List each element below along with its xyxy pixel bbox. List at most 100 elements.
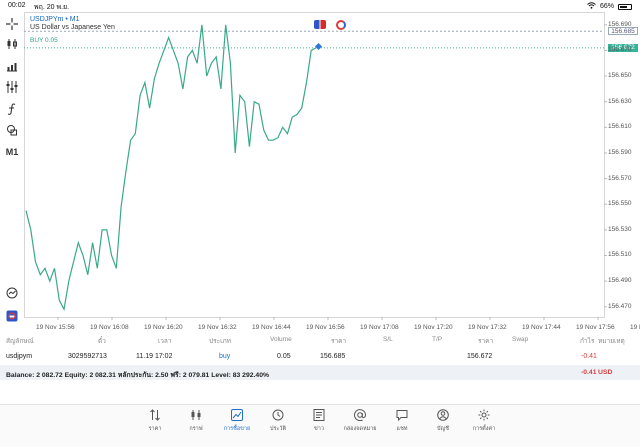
status-time: 00:02 [8, 2, 26, 9]
settings-icon [478, 409, 490, 421]
nav-chart[interactable]: กราฟ [176, 409, 216, 433]
account-icon [437, 409, 449, 421]
nav-mailbox[interactable]: กล่องจดหมาย [340, 409, 380, 433]
trade-icon [231, 409, 243, 421]
nav-chat[interactable]: แชท [382, 409, 422, 433]
symbol-description: US Dollar vs Japanese Yen [30, 24, 115, 31]
nav-account[interactable]: บัญชี [423, 409, 463, 433]
crosshair-icon[interactable] [4, 16, 20, 32]
candles-icon[interactable] [4, 36, 20, 52]
plot-border [24, 12, 605, 318]
battery-icon [618, 3, 632, 10]
x-tick-label: 19 Nov 15:56 [36, 324, 75, 331]
row-type: buy [219, 353, 231, 360]
x-tick-label: 19 Nov 17:44 [522, 324, 561, 331]
nav-label: บัญชี [437, 426, 449, 432]
x-tick-label: 19 Nov 17:20 [414, 324, 453, 331]
header-time: เวลา [158, 338, 172, 345]
currency-flag-icon[interactable] [314, 20, 326, 29]
header-tp: T/P [432, 336, 443, 343]
header-comment: หมายเหตุ [598, 338, 625, 345]
mailbox-icon [354, 409, 366, 421]
header-volume: Volume [270, 336, 292, 343]
header-swap: Swap [512, 336, 529, 343]
x-tick-label: 19 Nov 17:56 [576, 324, 615, 331]
table-row[interactable]: usdjpym 3029592713 11.19 17:02 buy 0.05 … [0, 350, 640, 364]
wifi-icon [587, 2, 596, 11]
shapes-icon[interactable] [4, 122, 20, 138]
nav-trade[interactable]: การซื้อขาย [217, 409, 257, 433]
clock-icon[interactable] [4, 285, 20, 301]
function-icon[interactable] [4, 101, 20, 117]
y-tick-label: 156.470 [608, 302, 632, 310]
y-tick-label: 156.590 [608, 148, 632, 156]
news-icon [313, 409, 325, 421]
nav-history[interactable]: ประวัติ [258, 409, 298, 433]
y-tick-label: 156.670 [608, 46, 632, 54]
header-profit: กำไร [580, 338, 595, 345]
y-tick-label: 156.490 [608, 277, 632, 285]
battery-percent: 66% [599, 3, 614, 10]
header-price: ราคา [331, 338, 347, 345]
header-sl: S/L [383, 336, 393, 343]
settings-lines-icon[interactable] [4, 79, 20, 95]
chart-canvas [24, 12, 607, 320]
one-click-trading-icon[interactable] [336, 20, 346, 30]
header-current: ราคา [478, 338, 494, 345]
y-tick-label: 156.650 [608, 72, 632, 80]
open-price-tag: 156.685 [608, 27, 638, 36]
x-tick-label: 19 Nov 18:0 [630, 324, 640, 331]
nav-label: การตั้งค่า [472, 426, 496, 432]
nav-label: กล่องจดหมาย [343, 426, 377, 432]
nav-label: ประวัติ [269, 426, 287, 432]
buy-position-label: BUY 0.05 [30, 37, 58, 44]
x-tick-label: 19 Nov 16:08 [90, 324, 129, 331]
status-bar: 00:02 พฤ. 20 พ.ย. 66% [0, 0, 640, 12]
price-series-line [25, 24, 317, 312]
balance-currency: USD [598, 369, 613, 376]
x-tick-label: 19 Nov 16:56 [306, 324, 345, 331]
chat-icon [396, 410, 408, 421]
nav-quotes[interactable]: ราคา [135, 409, 175, 433]
row-current: 156.672 [467, 353, 493, 360]
y-tick-label: 156.610 [608, 123, 632, 131]
balance-profit: -0.41 [581, 369, 597, 376]
x-tick-label: 19 Nov 16:20 [144, 324, 183, 331]
current-price-tag: 156.672 [608, 43, 638, 52]
y-tick-label: 156.630 [608, 97, 632, 105]
chart-icon [191, 410, 201, 420]
row-profit: -0.41 [581, 353, 597, 360]
row-time: 11.19 17:02 [136, 353, 173, 360]
symbol-title: USDJPYm • M1 [30, 16, 80, 23]
nav-settings[interactable]: การตั้งค่า [464, 409, 504, 433]
header-ticket: ตั๋ว [98, 338, 106, 345]
nav-news[interactable]: ข่าว [299, 409, 339, 433]
indicators-icon[interactable] [4, 58, 20, 74]
x-tick-label: 19 Nov 16:44 [252, 324, 291, 331]
history-icon [272, 409, 284, 421]
app-logo-icon[interactable] [4, 308, 20, 324]
bottom-nav: ราคา กราฟ การซื้อขาย ประวัติ ข่าว กล่องจ… [0, 404, 640, 447]
row-volume: 0.05 [277, 353, 291, 360]
balance-bar: Balance: 2 082.72 Equity: 2 082.31 หลักป… [0, 365, 640, 380]
chart-toolbar: M1 [0, 12, 24, 330]
row-ticket: 3029592713 [68, 353, 107, 360]
quotes-icon [150, 409, 160, 421]
price-chart[interactable]: USDJPYm • M1 US Dollar vs Japanese Yen B… [24, 12, 640, 331]
y-tick-label: 156.690 [608, 20, 632, 28]
x-tick-label: 19 Nov 17:32 [468, 324, 507, 331]
y-tick-label: 156.530 [608, 225, 632, 233]
nav-label: ข่าว [314, 426, 324, 432]
balance-text: Balance: 2 082.72 Equity: 2 082.31 หลักป… [6, 372, 270, 379]
nav-label: แชท [396, 426, 408, 432]
header-symbol: สัญลักษณ์ [6, 338, 34, 345]
status-date: พฤ. 20 พ.ย. [34, 4, 70, 11]
status-right: 66% [587, 2, 632, 11]
row-symbol: usdjpym [6, 353, 33, 360]
row-price: 156.685 [320, 353, 346, 360]
header-type: ประเภท [209, 338, 231, 345]
y-tick-label: 156.570 [608, 174, 632, 182]
timeframe-button[interactable]: M1 [5, 147, 19, 157]
nav-label: ราคา [148, 426, 162, 432]
